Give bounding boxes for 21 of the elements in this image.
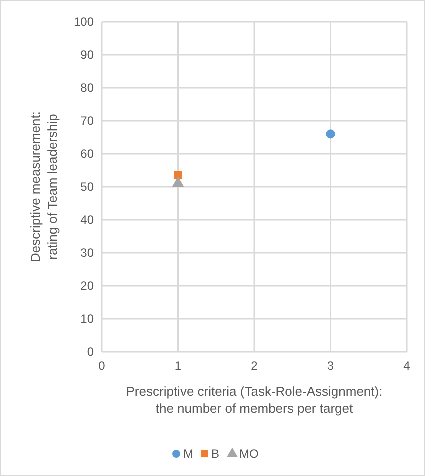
x-tick-label: 4 [404, 359, 411, 373]
x-tick-label: 3 [327, 359, 334, 373]
y-tick-label: 100 [74, 15, 94, 30]
y-tick-label: 0 [87, 345, 94, 360]
y-tick-label: 40 [80, 213, 94, 228]
x-tick-label: 0 [98, 359, 106, 373]
y-tick-label: 10 [80, 312, 94, 326]
y-tick-label: 90 [80, 48, 94, 62]
x-axis-title: Prescriptive criteria (Task-Role-Assignment): the number of members per target [126, 384, 383, 416]
y-tick-label: 50 [80, 180, 94, 194]
legend-label: MO [240, 447, 259, 462]
legend-label: M [184, 447, 194, 462]
y-tick-label: 30 [80, 246, 94, 260]
legend-label: B [212, 447, 220, 462]
y-tick-label: 80 [80, 81, 94, 96]
y-tick-label: 60 [80, 147, 94, 162]
y-tick-label: 20 [80, 279, 94, 294]
y-tick-label: 70 [80, 114, 94, 128]
x-tick-label: 2 [251, 359, 258, 373]
x-tick-label: 1 [174, 359, 182, 373]
y-axis-title: Descriptive measurement: rating of Team leadership [28, 112, 60, 262]
